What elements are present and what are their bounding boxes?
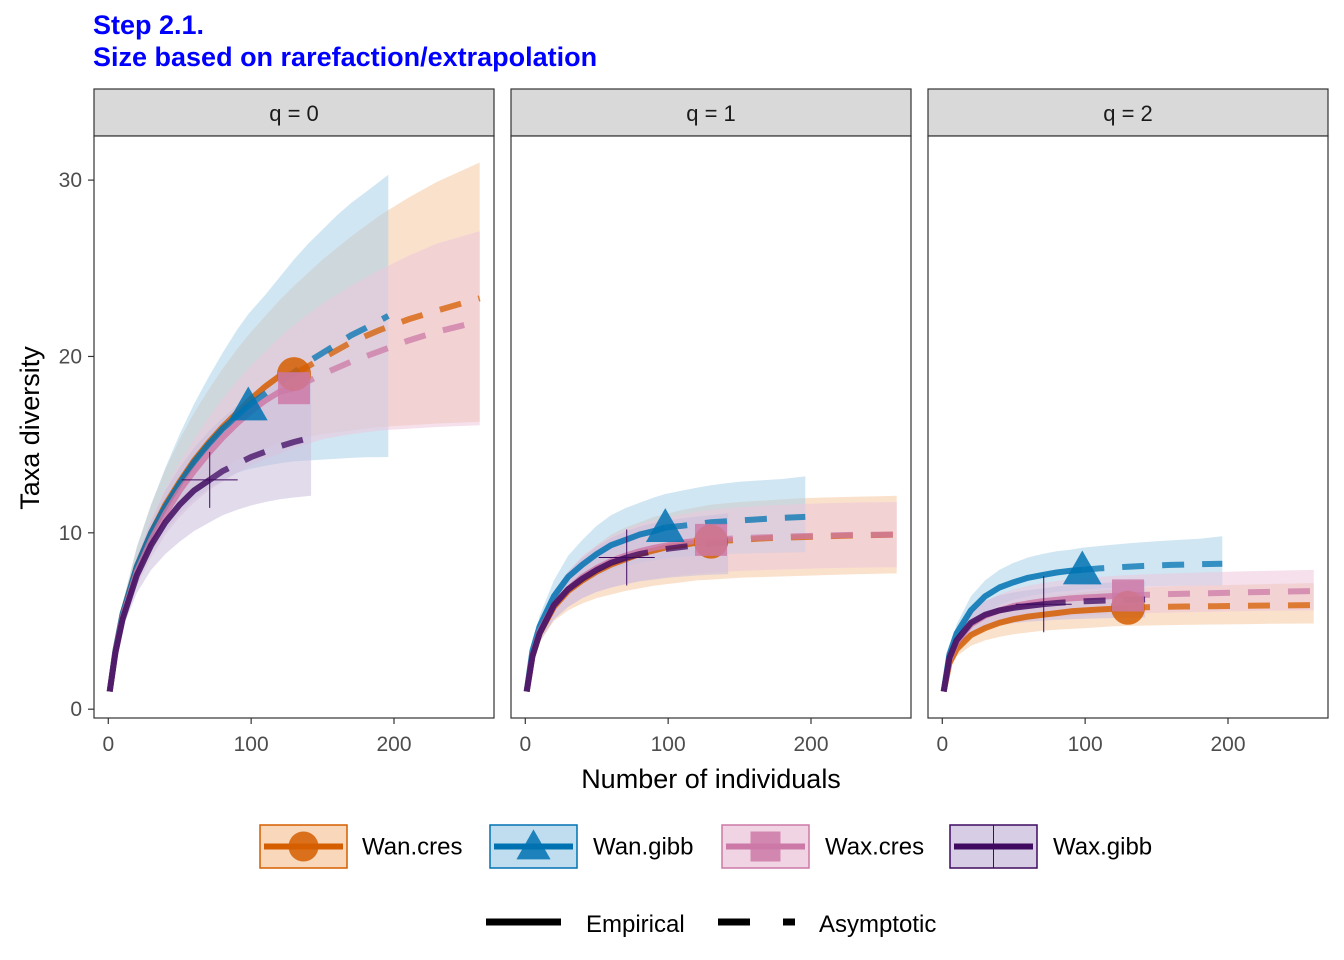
ribbon-wax-gibb bbox=[526, 513, 729, 692]
line-empirical-wan-cres bbox=[940, 604, 1129, 693]
legend-label-empirical: Empirical bbox=[586, 911, 685, 938]
panel-border bbox=[510, 135, 912, 719]
facet-panel-1: q = 0 0 100 200 0 10 20 30 bbox=[59, 88, 495, 756]
legend-label: Wan.gibb bbox=[593, 834, 694, 861]
legend-key-marker bbox=[516, 829, 551, 860]
facet-label: q = 2 bbox=[1103, 101, 1153, 126]
line-asymptotic-wax-gibb bbox=[208, 434, 312, 483]
legend-label-asymptotic: Asymptotic bbox=[819, 911, 936, 938]
y-tick-label: 10 bbox=[59, 522, 82, 545]
chart-title-line2: Size based on rarefaction/extrapolation bbox=[93, 42, 598, 72]
line-asymptotic-wax-cres bbox=[1127, 588, 1314, 599]
facet-label: q = 1 bbox=[686, 101, 736, 126]
x-tick-label: 100 bbox=[651, 733, 686, 756]
panel-data bbox=[523, 476, 897, 692]
y-tick-label: 30 bbox=[59, 169, 82, 192]
legend-key-marker bbox=[750, 831, 781, 862]
legend: Wan.cres Wan.gibb Wax.cres Wax.gibb Empirica… bbox=[259, 824, 1152, 938]
legend-label: Wan.cres bbox=[362, 834, 462, 861]
panel-data bbox=[106, 162, 481, 692]
facet-panel-2: q = 1 0 100 200 bbox=[510, 88, 912, 756]
x-tick-label: 0 bbox=[519, 733, 531, 756]
x-tick-label: 0 bbox=[936, 733, 948, 756]
line-empirical-wax-gibb bbox=[523, 554, 628, 692]
legend-key-marker bbox=[288, 831, 319, 862]
point-wan-gibb bbox=[645, 508, 685, 543]
line-asymptotic-wax-cres bbox=[292, 318, 481, 391]
facet-panel-3: q = 2 0 100 200 bbox=[927, 88, 1329, 756]
facet-strip bbox=[927, 88, 1329, 137]
x-tick-label: 0 bbox=[102, 733, 114, 756]
x-tick-label: 200 bbox=[1210, 733, 1245, 756]
line-empirical-wax-gibb bbox=[940, 601, 1045, 693]
point-wax-cres bbox=[695, 523, 727, 556]
point-wan-gibb bbox=[228, 386, 268, 421]
point-wax-gibb bbox=[598, 529, 655, 586]
panel-border bbox=[93, 135, 495, 719]
point-wax-cres bbox=[1112, 579, 1144, 612]
line-asymptotic-wax-cres bbox=[710, 531, 897, 543]
legend-item-wax-cres: Wax.cres bbox=[721, 824, 924, 869]
panel-border bbox=[927, 135, 1329, 719]
legend-key-marker bbox=[972, 825, 1015, 868]
x-axis-title: Number of individuals bbox=[581, 764, 841, 794]
facet-label: q = 0 bbox=[269, 101, 319, 126]
line-empirical-wax-gibb bbox=[106, 477, 212, 692]
legend-label: Wax.cres bbox=[825, 834, 924, 861]
line-asymptotic-wan-gibb bbox=[246, 313, 390, 409]
point-wan-gibb bbox=[1062, 550, 1102, 585]
facet-panels: q = 0 0 100 200 0 10 20 30 q = 1 0 100 200 q = 2 0 100… bbox=[59, 88, 1329, 756]
legend-item-wax-gibb: Wax.gibb bbox=[949, 824, 1152, 869]
chart-title-line1: Step 2.1. bbox=[93, 10, 205, 40]
line-asymptotic-wan-cres bbox=[1127, 602, 1314, 611]
line-asymptotic-wan-cres bbox=[292, 295, 481, 377]
x-tick-label: 100 bbox=[234, 733, 269, 756]
point-wax-gibb bbox=[1015, 576, 1072, 633]
panel-data bbox=[940, 536, 1314, 693]
plot-background bbox=[511, 136, 911, 718]
x-tick-label: 200 bbox=[793, 733, 828, 756]
ribbon-wax-gibb bbox=[109, 363, 312, 692]
legend-label: Wax.gibb bbox=[1053, 834, 1152, 861]
y-tick-label: 20 bbox=[59, 345, 82, 368]
facet-strip bbox=[510, 88, 912, 137]
legend-item-wan-gibb: Wan.gibb bbox=[489, 824, 694, 869]
ribbon-wax-cres bbox=[109, 231, 480, 692]
x-tick-label: 200 bbox=[376, 733, 411, 756]
point-wax-gibb bbox=[181, 451, 238, 508]
point-wax-cres bbox=[278, 372, 310, 405]
y-tick-label: 0 bbox=[70, 698, 82, 721]
legend-linetype: Empirical Asymptotic bbox=[486, 911, 936, 938]
x-tick-label: 100 bbox=[1068, 733, 1103, 756]
legend-item-wan-cres: Wan.cres bbox=[259, 824, 462, 869]
line-empirical-wan-gibb bbox=[940, 566, 1083, 692]
y-axis-title: Taxa diversity bbox=[15, 346, 45, 510]
